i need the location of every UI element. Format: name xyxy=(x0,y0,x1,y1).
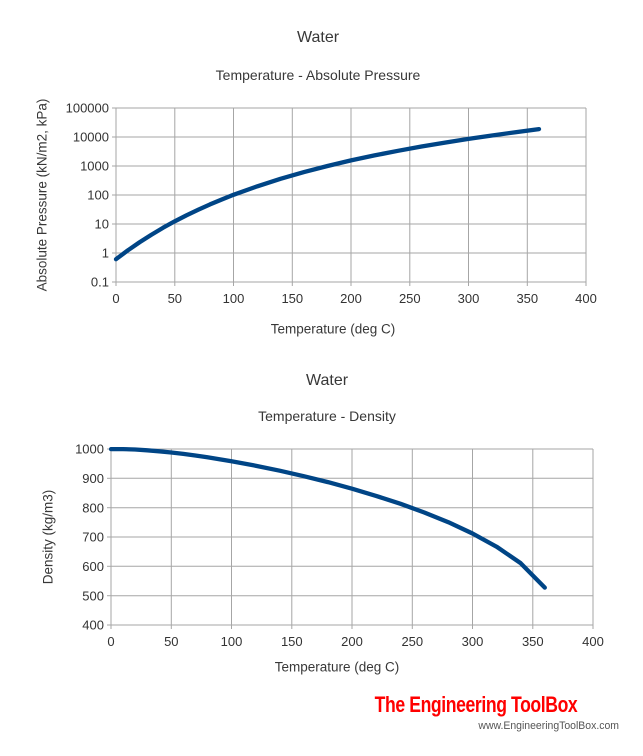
y-tick-label: 100 xyxy=(87,188,109,203)
density-curve xyxy=(108,446,547,590)
y-tick-label: 10 xyxy=(95,217,109,232)
y-tick-label: 0.1 xyxy=(91,275,109,290)
y-tick-label: 500 xyxy=(82,588,104,603)
chart2-subtitle: Temperature - Density xyxy=(258,408,396,424)
chart2-x-axis-title: Temperature (deg C) xyxy=(274,659,400,675)
y-tick-label: 100000 xyxy=(66,101,109,116)
y-tick-label: 600 xyxy=(82,559,104,574)
plot-area-1: 0 50 100 150 200 250 300 350 400 0.1 1 10 100 1000 100… xyxy=(66,101,597,306)
brand-logo: The Engineering ToolBox xyxy=(374,692,577,717)
x-tick-label: 300 xyxy=(458,291,480,306)
y-tick-label: 10000 xyxy=(73,130,109,145)
x-tick-label: 100 xyxy=(223,291,245,306)
y-tick-label: 700 xyxy=(82,530,104,545)
x-tick-label: 200 xyxy=(341,634,363,649)
x-tick-label: 0 xyxy=(107,634,114,649)
chart1-y-axis-title: Absolute Pressure (kN/m2, kPa) xyxy=(34,98,50,292)
x-tick-label: 400 xyxy=(575,291,597,306)
x-tick-label: 350 xyxy=(516,291,538,306)
x-tick-label: 150 xyxy=(281,291,303,306)
x-tick-label: 200 xyxy=(340,291,362,306)
x-tick-label: 400 xyxy=(582,634,604,649)
x-tick-label: 0 xyxy=(112,291,119,306)
x-tick-label: 350 xyxy=(522,634,544,649)
pressure-curve xyxy=(113,126,542,262)
x-tick-label: 100 xyxy=(221,634,243,649)
chart1-title: Water xyxy=(296,29,340,46)
y-tick-label: 1 xyxy=(102,246,109,261)
x-tick-label: 50 xyxy=(164,634,178,649)
y-tick-label: 1000 xyxy=(80,159,109,174)
x-tick-label: 250 xyxy=(399,291,421,306)
chart2-y-axis-title: Density (kg/m3) xyxy=(40,489,56,585)
chart1-subtitle: Temperature - Absolute Pressure xyxy=(215,67,421,83)
y-tick-label: 900 xyxy=(82,471,104,486)
chart2-title: Water xyxy=(305,372,349,389)
y-tick-label: 400 xyxy=(82,618,104,633)
x-tick-label: 50 xyxy=(168,291,182,306)
y-tick-label: 800 xyxy=(82,500,104,515)
x-tick-label: 300 xyxy=(462,634,484,649)
brand-url: www.EngineeringToolBox.com xyxy=(478,720,619,732)
x-tick-label: 150 xyxy=(281,634,303,649)
chart1-x-axis-title: Temperature (deg C) xyxy=(270,321,396,337)
plot-area-2: 0 50 100 150 200 250 300 350 400 400 500 600 700 800 9… xyxy=(75,442,604,649)
x-tick-label: 250 xyxy=(401,634,423,649)
y-tick-label: 1000 xyxy=(75,442,104,457)
